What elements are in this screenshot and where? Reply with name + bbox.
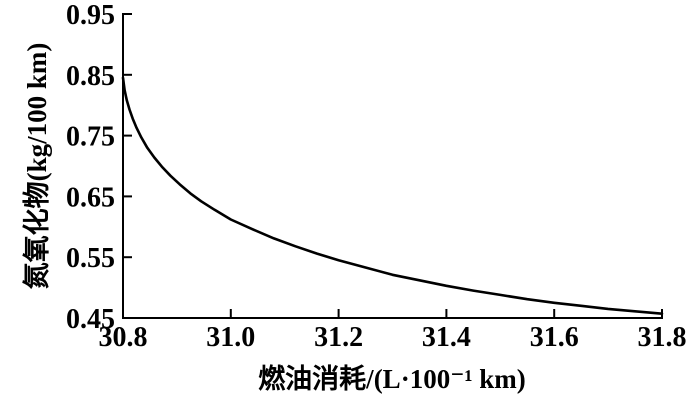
curve-nox <box>121 76 664 315</box>
y-tick-label: 0.45 <box>66 304 115 335</box>
y-tick-label: 0.65 <box>66 182 115 213</box>
tick-labels: 0.45 0.55 0.65 0.75 0.85 0.95 30.8 31.0 31.2 31.4… <box>66 0 687 353</box>
y-tick-label: 0.55 <box>66 243 115 274</box>
x-tick-label: 31.2 <box>314 322 363 353</box>
x-tick-label: 30.8 <box>99 322 148 353</box>
x-tick-label: 31.4 <box>422 322 471 353</box>
x-tick-label: 31.8 <box>638 322 687 353</box>
y-axis-label: 氮氧化物(kg/100 km) <box>22 43 52 290</box>
axes <box>122 13 663 319</box>
y-tick-label: 0.85 <box>66 61 115 92</box>
x-tick-label: 31.0 <box>206 322 255 353</box>
y-tick-label: 0.75 <box>66 122 115 153</box>
y-tick-label: 0.95 <box>66 0 115 31</box>
x-tick-label: 31.6 <box>530 322 579 353</box>
tick-marks <box>122 13 663 319</box>
x-axis-label: 燃油消耗/(L·100⁻¹ km) <box>258 364 526 394</box>
